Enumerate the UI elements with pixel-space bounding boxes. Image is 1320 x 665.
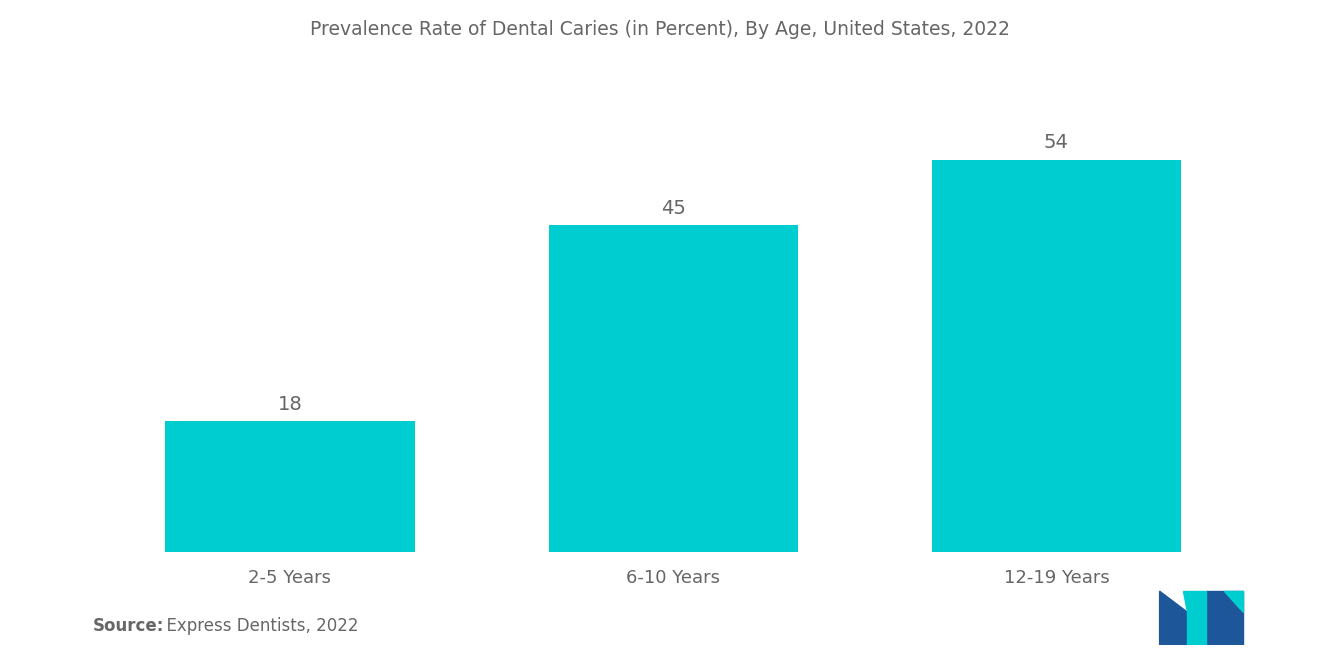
Polygon shape — [1225, 591, 1243, 612]
Text: Source:: Source: — [92, 617, 164, 635]
Polygon shape — [1159, 591, 1188, 645]
Text: Express Dentists, 2022: Express Dentists, 2022 — [156, 617, 358, 635]
Text: 54: 54 — [1044, 134, 1069, 152]
Bar — [165, 421, 414, 552]
Polygon shape — [1183, 591, 1206, 645]
Bar — [549, 225, 797, 552]
Bar — [932, 160, 1181, 552]
Text: 45: 45 — [661, 199, 685, 218]
Text: Prevalence Rate of Dental Caries (in Percent), By Age, United States, 2022: Prevalence Rate of Dental Caries (in Per… — [310, 20, 1010, 39]
Polygon shape — [1206, 591, 1243, 645]
Text: 18: 18 — [277, 395, 302, 414]
